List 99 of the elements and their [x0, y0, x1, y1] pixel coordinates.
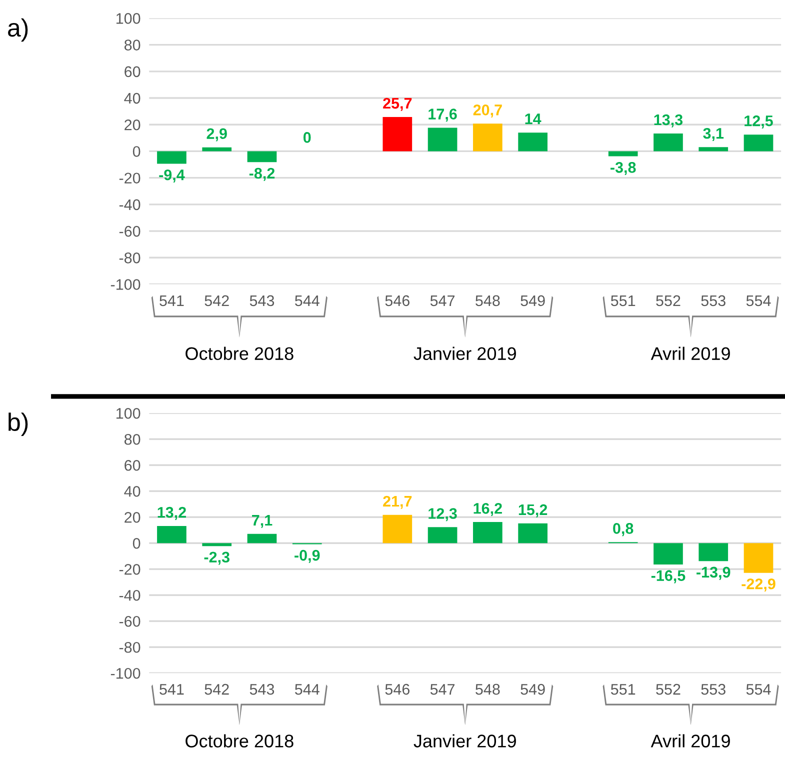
- bar: [428, 128, 458, 152]
- x-tick-label: 549: [520, 684, 545, 695]
- y-tick-label: -80: [119, 642, 140, 653]
- data-label: 16,2: [474, 503, 502, 516]
- data-label: 3,1: [703, 128, 724, 141]
- data-label: -8,2: [249, 168, 275, 181]
- y-tick-label: -100: [110, 279, 140, 290]
- x-tick-label: 541: [160, 684, 184, 695]
- y-tick-label: 40: [124, 92, 140, 104]
- x-tick-label: 553: [701, 295, 726, 306]
- x-tick-label: 542: [204, 295, 229, 306]
- y-tick-label: -80: [119, 252, 140, 264]
- bar: [654, 134, 683, 152]
- data-label: -22,9: [742, 578, 776, 592]
- bar: [157, 151, 186, 164]
- y-tick-label: -60: [119, 226, 140, 237]
- x-tick-label: 548: [476, 295, 500, 306]
- y-tick-label: 40: [124, 486, 140, 497]
- text: Janvier 2019: [414, 734, 516, 748]
- bar: [382, 117, 412, 152]
- y-tick-label: -20: [119, 564, 140, 575]
- data-label: 2,9: [206, 128, 227, 142]
- chart-title: b): [8, 412, 28, 436]
- data-label: 13,2: [158, 506, 186, 520]
- bar: [473, 124, 502, 152]
- y-tick-label: -100: [110, 668, 140, 679]
- bar: [744, 134, 774, 152]
- data-label: 0,8: [613, 523, 634, 536]
- text: Octobre 2018: [186, 346, 294, 360]
- x-tick-label: 542: [204, 684, 229, 695]
- x-tick-label: 543: [250, 684, 274, 695]
- bar: [698, 147, 728, 152]
- bar: [698, 543, 728, 562]
- y-tick-label: -20: [119, 172, 140, 184]
- x-tick-label: 541: [160, 295, 184, 306]
- y-tick-label: 100: [116, 408, 140, 419]
- data-label: 14: [525, 114, 542, 124]
- data-label: -13,9: [696, 566, 730, 580]
- y-tick-label: 80: [124, 434, 140, 445]
- data-label: -3,8: [610, 162, 636, 176]
- x-tick-label: 553: [701, 684, 726, 695]
- data-label: 7,1: [252, 514, 272, 528]
- data-label: -9,4: [159, 169, 185, 182]
- data-label: 21,7: [383, 496, 412, 509]
- x-tick-label: 554: [746, 684, 771, 695]
- y-tick-label: 20: [124, 119, 140, 130]
- x-tick-label: 551: [610, 295, 636, 306]
- data-label: 13,3: [654, 114, 683, 128]
- bar: [473, 522, 502, 544]
- x-tick-label: 543: [250, 295, 274, 306]
- bar: [518, 132, 548, 152]
- x-tick-label: 551: [610, 684, 636, 695]
- x-tick-label: 548: [476, 684, 500, 695]
- x-tick-label: 544: [295, 684, 320, 695]
- data-label: -16,5: [651, 570, 686, 584]
- bar: [382, 514, 412, 544]
- x-tick-label: 552: [656, 684, 680, 695]
- data-label: -0,9: [294, 550, 320, 563]
- y-tick-label: 20: [124, 512, 140, 523]
- x-tick-label: 544: [295, 295, 320, 306]
- bar: [202, 543, 232, 546]
- chart-title: a): [8, 18, 28, 42]
- data-label: -2,3: [204, 552, 230, 565]
- x-tick-label: 547: [430, 295, 455, 306]
- y-tick-label: 0: [132, 146, 140, 157]
- data-label: 12,3: [428, 508, 457, 522]
- y-tick-label: -40: [119, 199, 140, 210]
- data-label: 17,6: [428, 108, 457, 122]
- x-tick-label: 546: [385, 684, 410, 695]
- bar: [518, 523, 548, 544]
- bar: [608, 151, 638, 156]
- bar: [247, 534, 277, 544]
- x-tick-label: 547: [430, 684, 455, 695]
- data-label: 0: [303, 132, 311, 143]
- x-tick-label: 546: [385, 295, 410, 306]
- data-label: 20,7: [473, 104, 502, 118]
- text: Janvier 2019: [414, 346, 516, 360]
- data-label: 25,7: [383, 98, 412, 111]
- bar: [428, 527, 458, 544]
- x-tick-label: 552: [656, 295, 680, 306]
- bar: [157, 526, 186, 544]
- data-label: 12,5: [744, 115, 773, 128]
- y-tick-label: 100: [116, 13, 140, 24]
- y-tick-label: -60: [119, 616, 140, 627]
- text: Avril 2019: [650, 734, 730, 748]
- y-tick-label: 0: [132, 538, 140, 549]
- bar: [744, 543, 774, 573]
- x-tick-label: 554: [746, 295, 771, 306]
- x-tick-label: 549: [520, 295, 545, 306]
- y-tick-label: 60: [124, 460, 140, 471]
- text: Avril 2019: [650, 346, 730, 360]
- y-tick-label: 80: [124, 40, 140, 50]
- bar: [202, 147, 232, 152]
- bar: [654, 543, 683, 565]
- y-tick-label: 60: [124, 66, 140, 78]
- text: Octobre 2018: [186, 734, 294, 748]
- y-tick-label: -40: [119, 590, 140, 601]
- bar: [247, 151, 277, 162]
- data-label: 15,2: [518, 504, 548, 518]
